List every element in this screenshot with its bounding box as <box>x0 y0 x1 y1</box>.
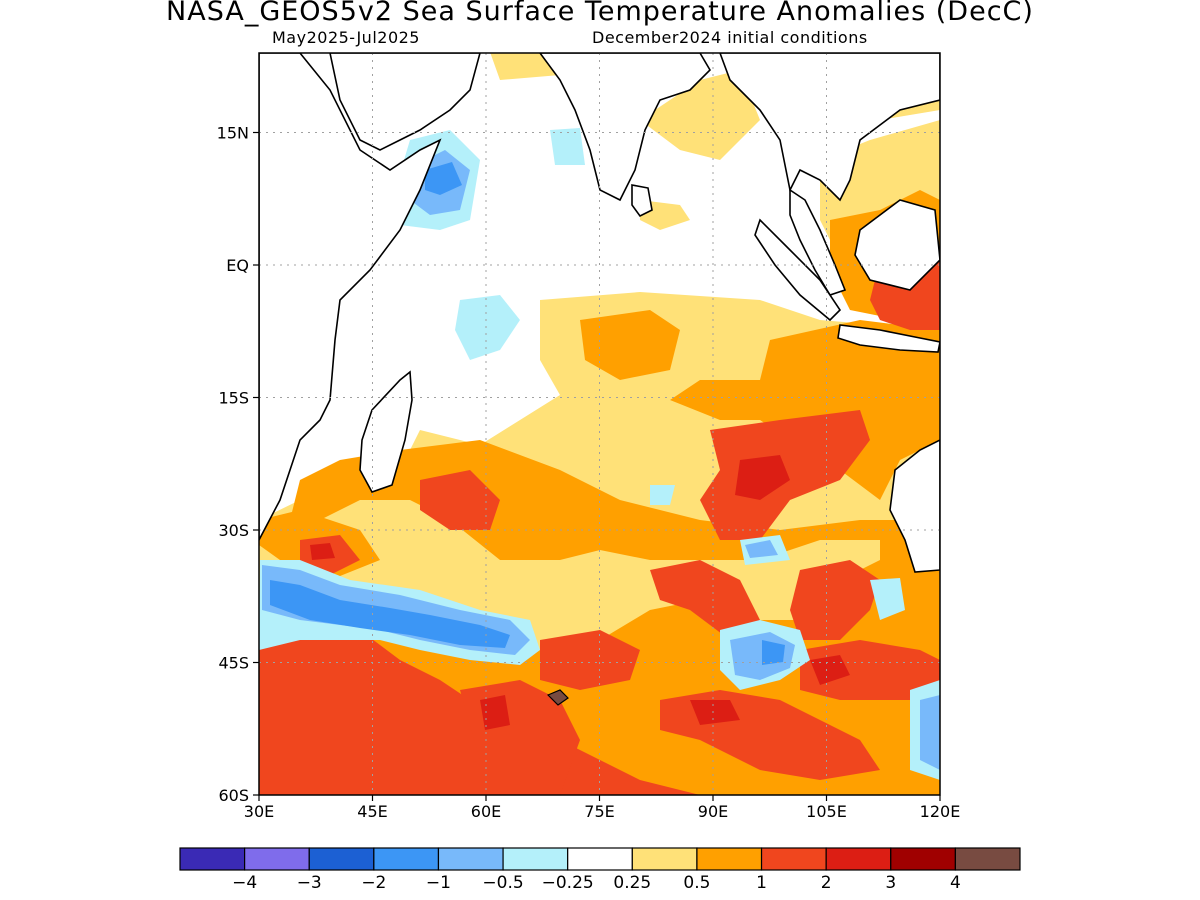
colorbar-label: −0.5 <box>482 873 523 893</box>
colorbar-label: −0.25 <box>542 873 594 893</box>
colorbar-swatch <box>825 847 892 871</box>
lon-tick-label: 30E <box>244 802 274 821</box>
lon-tick-label: 90E <box>698 802 728 821</box>
colorbar-swatch <box>631 847 698 871</box>
land-mask <box>259 53 940 706</box>
colorbar-swatch <box>567 847 633 871</box>
colorbar-swatch <box>244 847 310 871</box>
colorbar-label: −2 <box>361 873 386 893</box>
latitude-axis: 15N EQ 15S 30S 45S 60S <box>217 124 259 805</box>
colorbar-label: 0.25 <box>613 873 651 893</box>
lon-tick-label: 120E <box>920 802 961 821</box>
lon-tick-label: 75E <box>584 802 614 821</box>
colorbar-label: 4 <box>950 873 961 893</box>
lat-tick-label: EQ <box>226 256 249 275</box>
lon-tick-label: 60E <box>471 802 501 821</box>
colorbar-swatch <box>760 847 827 871</box>
colorbar-swatch <box>373 847 440 871</box>
colorbar: −4 −3 −2 −1 −0.5 −0.25 0.25 0.5 1 2 3 4 <box>179 847 1021 893</box>
colorbar-label: 2 <box>821 873 832 893</box>
colorbar-swatch <box>437 847 504 871</box>
lat-tick-label: 45S <box>218 654 249 673</box>
colorbar-label: 3 <box>885 873 896 893</box>
colorbar-swatch <box>502 847 569 871</box>
colorbar-label: 1 <box>756 873 767 893</box>
lon-tick-label: 45E <box>357 802 387 821</box>
colorbar-label: −4 <box>232 873 257 893</box>
colorbar-swatch <box>890 847 956 871</box>
lat-tick-label: 30S <box>218 521 249 540</box>
colorbar-label: −1 <box>426 873 451 893</box>
lat-tick-label: 15N <box>217 124 249 143</box>
initial-conditions: December2024 initial conditions <box>592 28 868 47</box>
longitude-axis: 30E 45E 60E 75E 90E 105E 120E <box>244 795 961 821</box>
forecast-period: May2025-Jul2025 <box>272 28 420 47</box>
grid-lines <box>259 53 940 795</box>
colorbar-label: 0.5 <box>683 873 710 893</box>
colorbar-swatch <box>179 847 246 871</box>
lat-tick-label: 60S <box>218 786 249 805</box>
colorbar-swatch <box>696 847 763 871</box>
lat-tick-label: 15S <box>218 389 249 408</box>
lon-tick-label: 105E <box>806 802 847 821</box>
colorbar-swatch <box>308 847 375 871</box>
colorbar-label: −3 <box>297 873 322 893</box>
chart-title: NASA_GEOS5v2 Sea Surface Temperature Ano… <box>166 0 1034 27</box>
colorbar-swatch <box>954 847 1021 871</box>
